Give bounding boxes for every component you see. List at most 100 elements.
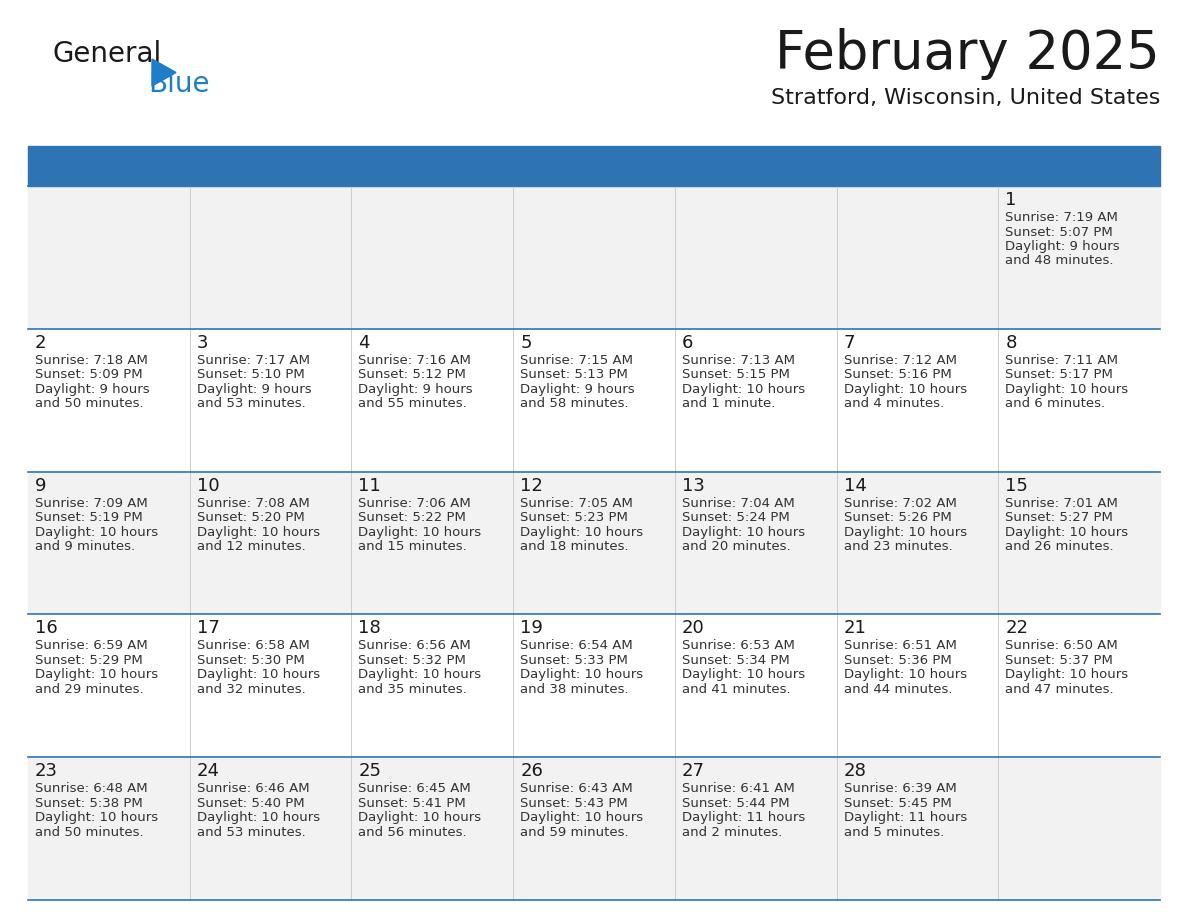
Text: Daylight: 9 hours: Daylight: 9 hours bbox=[197, 383, 311, 396]
Text: Daylight: 10 hours: Daylight: 10 hours bbox=[682, 668, 805, 681]
Text: Daylight: 11 hours: Daylight: 11 hours bbox=[843, 812, 967, 824]
Text: Daylight: 10 hours: Daylight: 10 hours bbox=[843, 668, 967, 681]
Text: 12: 12 bbox=[520, 476, 543, 495]
Text: Saturday: Saturday bbox=[1037, 158, 1121, 176]
Text: and 59 minutes.: and 59 minutes. bbox=[520, 825, 628, 839]
Text: and 53 minutes.: and 53 minutes. bbox=[197, 825, 305, 839]
Text: Sunrise: 6:50 AM: Sunrise: 6:50 AM bbox=[1005, 640, 1118, 653]
Text: 17: 17 bbox=[197, 620, 220, 637]
Text: Sunrise: 7:11 AM: Sunrise: 7:11 AM bbox=[1005, 353, 1118, 367]
Text: Sunset: 5:09 PM: Sunset: 5:09 PM bbox=[34, 368, 143, 381]
Text: Sunrise: 6:41 AM: Sunrise: 6:41 AM bbox=[682, 782, 795, 795]
Text: Daylight: 10 hours: Daylight: 10 hours bbox=[520, 668, 643, 681]
Text: and 2 minutes.: and 2 minutes. bbox=[682, 825, 782, 839]
Text: Sunset: 5:16 PM: Sunset: 5:16 PM bbox=[843, 368, 952, 381]
Text: Sunrise: 6:53 AM: Sunrise: 6:53 AM bbox=[682, 640, 795, 653]
Text: Daylight: 9 hours: Daylight: 9 hours bbox=[359, 383, 473, 396]
Text: Sunset: 5:36 PM: Sunset: 5:36 PM bbox=[843, 654, 952, 666]
Text: 15: 15 bbox=[1005, 476, 1028, 495]
Text: 28: 28 bbox=[843, 762, 866, 780]
Text: Sunset: 5:30 PM: Sunset: 5:30 PM bbox=[197, 654, 304, 666]
Text: and 38 minutes.: and 38 minutes. bbox=[520, 683, 628, 696]
Text: and 53 minutes.: and 53 minutes. bbox=[197, 397, 305, 410]
Text: Sunrise: 6:39 AM: Sunrise: 6:39 AM bbox=[843, 782, 956, 795]
Text: Sunrise: 7:08 AM: Sunrise: 7:08 AM bbox=[197, 497, 309, 509]
Bar bbox=[29, 148, 1159, 186]
Text: and 50 minutes.: and 50 minutes. bbox=[34, 825, 144, 839]
Text: 5: 5 bbox=[520, 334, 532, 352]
Text: and 47 minutes.: and 47 minutes. bbox=[1005, 683, 1114, 696]
Text: 21: 21 bbox=[843, 620, 866, 637]
Text: 8: 8 bbox=[1005, 334, 1017, 352]
Text: and 58 minutes.: and 58 minutes. bbox=[520, 397, 628, 410]
Text: Daylight: 10 hours: Daylight: 10 hours bbox=[682, 383, 805, 396]
Text: Sunrise: 7:04 AM: Sunrise: 7:04 AM bbox=[682, 497, 795, 509]
Text: Sunrise: 7:17 AM: Sunrise: 7:17 AM bbox=[197, 353, 310, 367]
Text: and 35 minutes.: and 35 minutes. bbox=[359, 683, 467, 696]
Text: Sunrise: 6:56 AM: Sunrise: 6:56 AM bbox=[359, 640, 472, 653]
Text: Daylight: 10 hours: Daylight: 10 hours bbox=[1005, 526, 1129, 539]
Text: and 1 minute.: and 1 minute. bbox=[682, 397, 776, 410]
Text: Monday: Monday bbox=[234, 158, 308, 176]
Text: and 26 minutes.: and 26 minutes. bbox=[1005, 540, 1114, 554]
Text: Sunset: 5:23 PM: Sunset: 5:23 PM bbox=[520, 511, 628, 524]
Text: 2: 2 bbox=[34, 334, 46, 352]
Text: Sunrise: 7:19 AM: Sunrise: 7:19 AM bbox=[1005, 211, 1118, 224]
Text: Sunrise: 6:54 AM: Sunrise: 6:54 AM bbox=[520, 640, 633, 653]
Bar bbox=[29, 146, 1159, 149]
Text: Sunset: 5:24 PM: Sunset: 5:24 PM bbox=[682, 511, 790, 524]
Text: General: General bbox=[52, 40, 162, 68]
Text: and 48 minutes.: and 48 minutes. bbox=[1005, 254, 1114, 267]
Text: Sunset: 5:07 PM: Sunset: 5:07 PM bbox=[1005, 226, 1113, 239]
Text: and 15 minutes.: and 15 minutes. bbox=[359, 540, 467, 554]
Text: and 5 minutes.: and 5 minutes. bbox=[843, 825, 943, 839]
Text: Sunrise: 6:45 AM: Sunrise: 6:45 AM bbox=[359, 782, 472, 795]
Text: 27: 27 bbox=[682, 762, 704, 780]
Text: Sunset: 5:20 PM: Sunset: 5:20 PM bbox=[197, 511, 304, 524]
Text: Daylight: 10 hours: Daylight: 10 hours bbox=[520, 812, 643, 824]
Text: and 20 minutes.: and 20 minutes. bbox=[682, 540, 790, 554]
Text: Daylight: 10 hours: Daylight: 10 hours bbox=[197, 526, 320, 539]
Text: and 18 minutes.: and 18 minutes. bbox=[520, 540, 628, 554]
Bar bbox=[29, 472, 1159, 614]
Text: Stratford, Wisconsin, United States: Stratford, Wisconsin, United States bbox=[771, 88, 1159, 108]
Text: Sunday: Sunday bbox=[74, 158, 144, 176]
Text: 1: 1 bbox=[1005, 191, 1017, 209]
Text: Sunrise: 6:58 AM: Sunrise: 6:58 AM bbox=[197, 640, 309, 653]
Text: 20: 20 bbox=[682, 620, 704, 637]
Text: Sunset: 5:43 PM: Sunset: 5:43 PM bbox=[520, 797, 628, 810]
Text: Daylight: 9 hours: Daylight: 9 hours bbox=[520, 383, 634, 396]
Text: Daylight: 10 hours: Daylight: 10 hours bbox=[520, 526, 643, 539]
Text: 19: 19 bbox=[520, 620, 543, 637]
Text: and 29 minutes.: and 29 minutes. bbox=[34, 683, 144, 696]
Text: 23: 23 bbox=[34, 762, 58, 780]
Text: and 50 minutes.: and 50 minutes. bbox=[34, 397, 144, 410]
Text: and 41 minutes.: and 41 minutes. bbox=[682, 683, 790, 696]
Text: Blue: Blue bbox=[148, 70, 209, 98]
Text: Sunrise: 7:01 AM: Sunrise: 7:01 AM bbox=[1005, 497, 1118, 509]
Text: and 9 minutes.: and 9 minutes. bbox=[34, 540, 135, 554]
Text: Sunrise: 6:46 AM: Sunrise: 6:46 AM bbox=[197, 782, 309, 795]
Text: Daylight: 10 hours: Daylight: 10 hours bbox=[34, 526, 158, 539]
Text: Sunset: 5:19 PM: Sunset: 5:19 PM bbox=[34, 511, 143, 524]
Text: 3: 3 bbox=[197, 334, 208, 352]
Text: Sunrise: 6:43 AM: Sunrise: 6:43 AM bbox=[520, 782, 633, 795]
Text: Daylight: 10 hours: Daylight: 10 hours bbox=[682, 526, 805, 539]
Text: Daylight: 10 hours: Daylight: 10 hours bbox=[843, 526, 967, 539]
Text: and 6 minutes.: and 6 minutes. bbox=[1005, 397, 1105, 410]
Text: Daylight: 10 hours: Daylight: 10 hours bbox=[197, 812, 320, 824]
Text: Sunset: 5:45 PM: Sunset: 5:45 PM bbox=[843, 797, 952, 810]
Text: Sunset: 5:15 PM: Sunset: 5:15 PM bbox=[682, 368, 790, 381]
Text: Thursday: Thursday bbox=[713, 158, 800, 176]
Text: Sunset: 5:27 PM: Sunset: 5:27 PM bbox=[1005, 511, 1113, 524]
Text: Daylight: 9 hours: Daylight: 9 hours bbox=[1005, 240, 1120, 253]
Text: Sunset: 5:34 PM: Sunset: 5:34 PM bbox=[682, 654, 790, 666]
Text: 14: 14 bbox=[843, 476, 866, 495]
Text: 11: 11 bbox=[359, 476, 381, 495]
Bar bbox=[29, 614, 1159, 757]
Text: 9: 9 bbox=[34, 476, 46, 495]
Text: Sunset: 5:17 PM: Sunset: 5:17 PM bbox=[1005, 368, 1113, 381]
Text: Sunset: 5:10 PM: Sunset: 5:10 PM bbox=[197, 368, 304, 381]
Bar bbox=[29, 757, 1159, 900]
Text: Sunrise: 7:18 AM: Sunrise: 7:18 AM bbox=[34, 353, 147, 367]
